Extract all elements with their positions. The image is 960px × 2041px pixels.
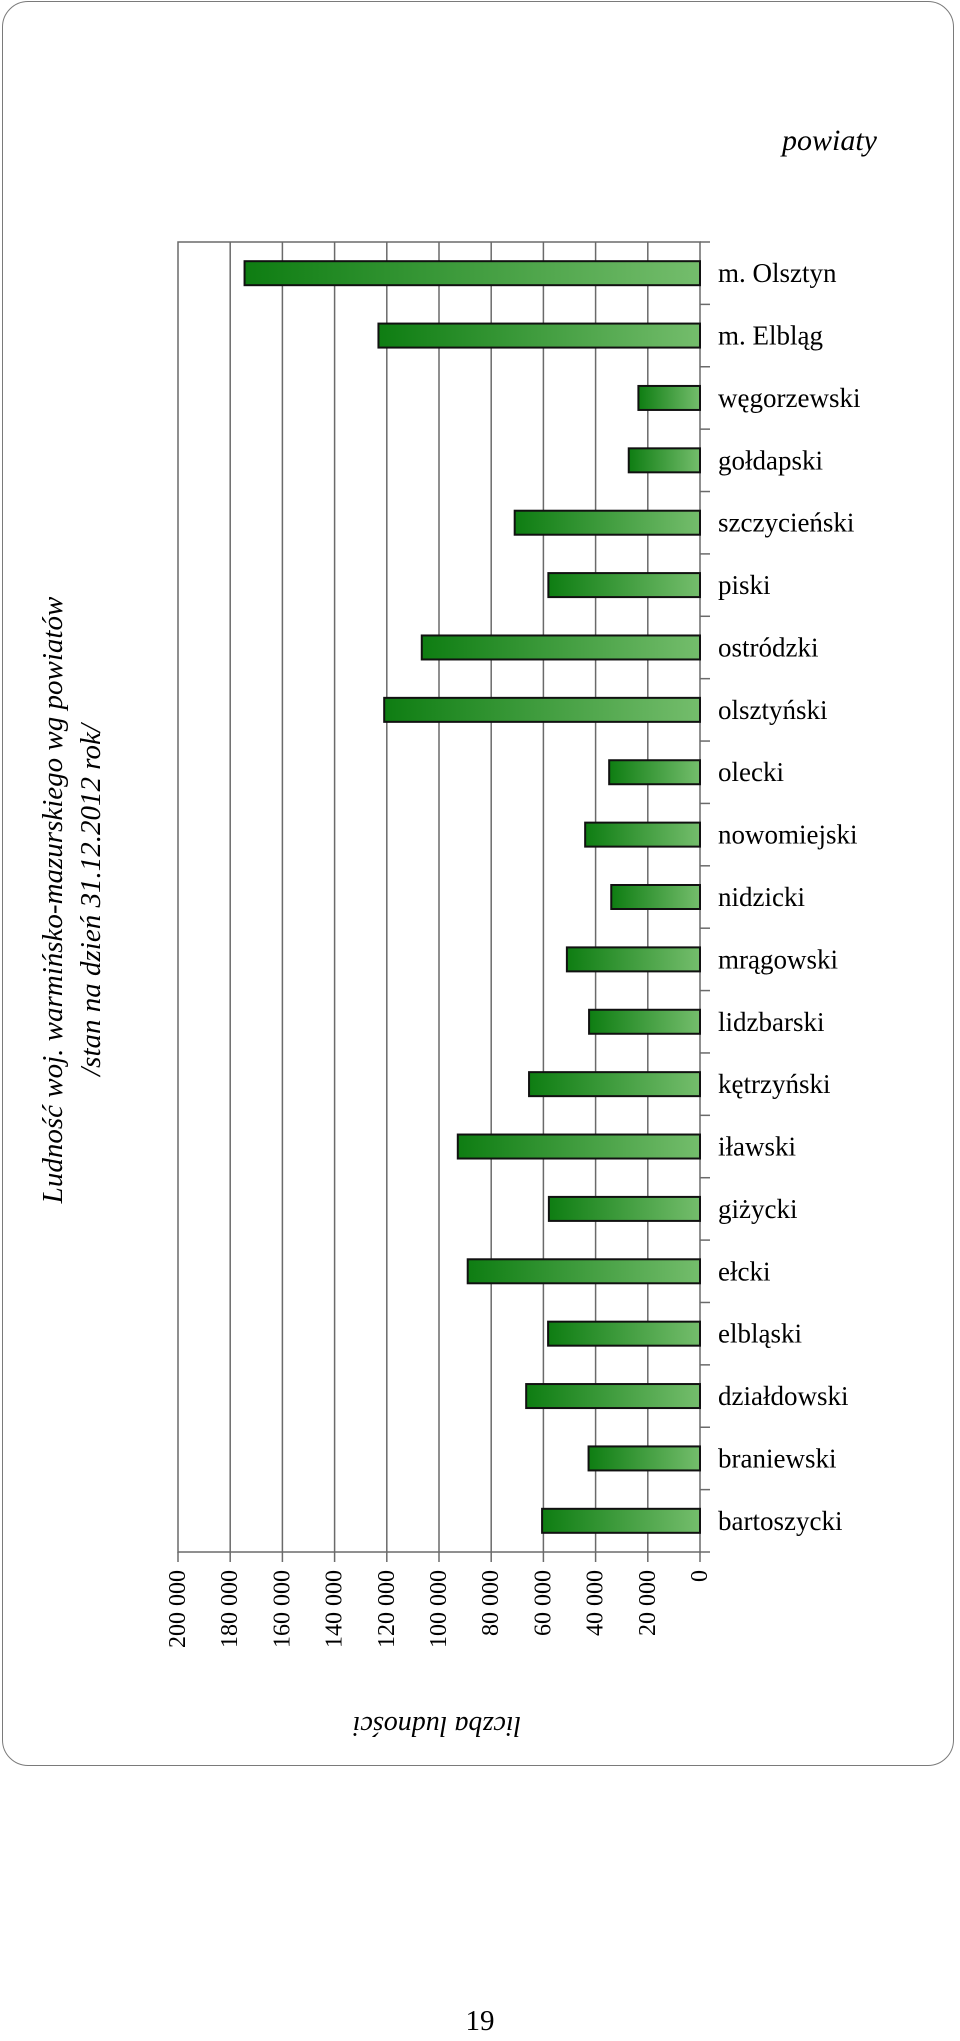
bar <box>610 884 702 910</box>
category-label: elbląski <box>718 1319 802 1349</box>
x-tick-label: 140 000 <box>322 1570 348 1648</box>
x-axis-ticks: 0 20 000 40 000 60 000 80 000 100 000 120 000 1… <box>165 241 713 1648</box>
category-label: gołdapski <box>718 445 823 475</box>
category-label: lidzbarski <box>718 1007 824 1037</box>
category-label: piski <box>718 570 771 600</box>
x-tick-label: 20 000 <box>635 1570 661 1636</box>
x-tick-label: 160 000 <box>269 1570 295 1648</box>
category-label: ełcki <box>718 1256 770 1286</box>
category-label: braniewski <box>718 1443 836 1473</box>
category-label: ostródzki <box>718 632 819 662</box>
x-tick-label: 80 000 <box>478 1570 504 1636</box>
x-tick-label: 180 000 <box>217 1570 243 1648</box>
category-label: bartoszycki <box>718 1506 842 1536</box>
legend-title: powiaty <box>780 124 878 157</box>
bar <box>466 1258 701 1285</box>
bar <box>608 759 701 786</box>
x-tick-label: 100 000 <box>426 1570 452 1648</box>
category-labels: m. Olsztyn m. Elbląg węgorzewski gołdapski s… <box>718 258 860 1536</box>
bar <box>420 634 701 661</box>
bar <box>565 946 702 973</box>
chart-subtitle: /stan na dzień 31.12.2012 rok/ <box>75 721 107 1078</box>
bar <box>456 1133 701 1160</box>
category-label: mrągowski <box>718 944 838 974</box>
category-label: m. Elbląg <box>718 321 823 351</box>
x-tick-label: 200 000 <box>165 1570 191 1648</box>
bar <box>584 821 701 848</box>
bar <box>541 1507 701 1534</box>
category-label: iławski <box>718 1132 796 1162</box>
category-label: olecki <box>718 757 784 787</box>
x-tick-label: 120 000 <box>374 1570 400 1648</box>
bar <box>547 1320 702 1347</box>
bar <box>588 1008 702 1035</box>
category-label: giżycki <box>718 1194 797 1224</box>
page-frame <box>2 1 954 1766</box>
bar <box>525 1383 702 1410</box>
category-label: działdowski <box>718 1381 848 1411</box>
category-label: kętrzyński <box>718 1069 830 1099</box>
bar <box>587 1445 701 1472</box>
chart-title: Ludność woj. warmińsko-mazurskiego wg po… <box>37 596 69 1204</box>
category-label: olsztyński <box>718 695 828 725</box>
category-label: nidzicki <box>718 882 805 912</box>
category-label: m. Olsztyn <box>718 258 837 288</box>
bar <box>243 260 701 287</box>
x-tick-label: 40 000 <box>583 1570 609 1636</box>
bar <box>637 384 701 411</box>
category-label: węgorzewski <box>718 383 860 413</box>
bar <box>528 1071 701 1098</box>
bar <box>547 1195 701 1222</box>
x-axis-label: liczba ludności <box>353 1710 522 1741</box>
bar <box>547 572 702 599</box>
category-label: szczycieński <box>718 508 854 538</box>
x-tick-label: 0 <box>687 1570 713 1582</box>
bar <box>513 509 701 536</box>
category-label: nowomiejski <box>718 820 858 850</box>
page-number: 19 <box>465 2005 495 2037</box>
bars <box>243 260 702 1534</box>
bar <box>627 447 702 474</box>
bar <box>377 322 701 349</box>
x-tick-label: 60 000 <box>530 1570 556 1636</box>
gridlines <box>229 242 649 1552</box>
bar <box>383 696 701 723</box>
